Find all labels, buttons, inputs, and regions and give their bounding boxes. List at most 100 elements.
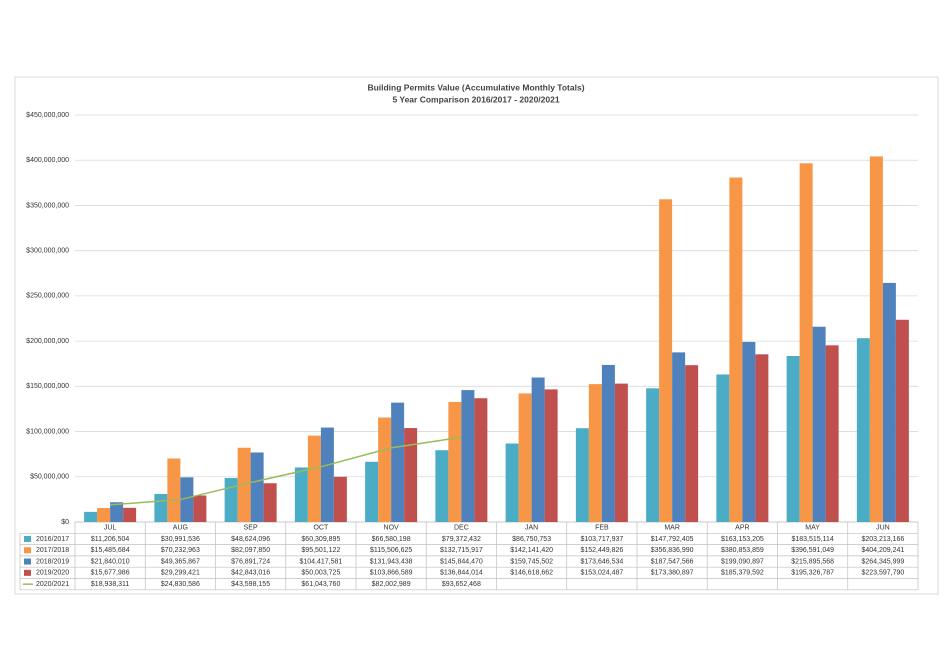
chart-subtitle: 5 Year Comparison 2016/2017 - 2020/2021 bbox=[392, 94, 559, 104]
bar bbox=[263, 483, 277, 522]
x-tick-label: SEP bbox=[244, 524, 258, 531]
bar bbox=[307, 435, 321, 522]
table-value: $159,745,502 bbox=[510, 558, 553, 565]
table-value: $136,844,014 bbox=[440, 570, 483, 577]
bar bbox=[97, 507, 111, 522]
table-value: $49,365,867 bbox=[161, 558, 200, 565]
y-tick-label: $100,000,000 bbox=[26, 428, 69, 435]
bar bbox=[716, 374, 730, 522]
legend-label: 2017/2018 bbox=[36, 547, 69, 554]
legend-label: 2018/2019 bbox=[36, 558, 69, 565]
legend-swatch bbox=[24, 547, 31, 554]
x-tick-label: JUN bbox=[876, 524, 890, 531]
table-value: $146,618,662 bbox=[510, 570, 553, 577]
bar bbox=[250, 452, 264, 522]
bar bbox=[812, 326, 826, 522]
x-tick-label: NOV bbox=[384, 524, 400, 531]
bar bbox=[518, 393, 532, 522]
bar bbox=[110, 502, 124, 522]
chart-title: Building Permits Value (Accumulative Mon… bbox=[367, 82, 584, 92]
table-value: $93,652,468 bbox=[442, 581, 481, 588]
bar bbox=[461, 390, 475, 522]
bar bbox=[448, 401, 462, 522]
table-value: $185,379,592 bbox=[721, 570, 764, 577]
bar bbox=[378, 417, 392, 522]
table-value: $187,547,566 bbox=[651, 558, 694, 565]
bar bbox=[505, 443, 519, 522]
bar bbox=[474, 398, 488, 522]
x-tick-label: DEC bbox=[454, 524, 469, 531]
table-value: $21,840,010 bbox=[91, 558, 130, 565]
table-value: $152,449,826 bbox=[580, 547, 623, 554]
bar bbox=[646, 388, 660, 522]
y-tick-label: $450,000,000 bbox=[26, 112, 69, 119]
bar bbox=[799, 163, 813, 523]
bar bbox=[685, 365, 699, 522]
bar bbox=[588, 384, 602, 522]
table-value: $153,024,487 bbox=[580, 570, 623, 577]
y-tick-label: $50,000,000 bbox=[30, 474, 69, 481]
bar bbox=[333, 476, 347, 522]
bar bbox=[404, 428, 418, 522]
table-value: $103,866,589 bbox=[370, 570, 413, 577]
bar bbox=[435, 450, 449, 522]
bar bbox=[123, 507, 137, 522]
legend-swatch bbox=[24, 569, 31, 576]
y-tick-label: $300,000,000 bbox=[26, 248, 69, 255]
table-value: $195,326,787 bbox=[791, 570, 834, 577]
bar bbox=[180, 477, 194, 522]
legend-swatch bbox=[24, 558, 31, 565]
bar bbox=[320, 427, 334, 522]
x-tick-label: JAN bbox=[525, 524, 538, 531]
bar bbox=[729, 177, 743, 522]
table-value: $103,717,937 bbox=[580, 536, 623, 543]
table-value: $82,002,989 bbox=[372, 581, 411, 588]
table-value: $86,750,753 bbox=[512, 536, 551, 543]
bar bbox=[365, 461, 379, 522]
table-value: $396,591,049 bbox=[791, 547, 834, 554]
table-value: $356,836,990 bbox=[651, 547, 694, 554]
table-value: $70,232,963 bbox=[161, 547, 200, 554]
table-value: $50,003,725 bbox=[301, 570, 340, 577]
table-value: $173,646,534 bbox=[580, 558, 623, 565]
table-value: $223,597,790 bbox=[861, 570, 904, 577]
table-value: $24,830,586 bbox=[161, 581, 200, 588]
bar bbox=[786, 356, 800, 522]
table-value: $60,309,895 bbox=[301, 536, 340, 543]
table-value: $82,097,850 bbox=[231, 547, 270, 554]
table-value: $66,580,198 bbox=[372, 536, 411, 543]
y-tick-label: $200,000,000 bbox=[26, 338, 69, 345]
bar bbox=[869, 156, 883, 522]
bar bbox=[167, 458, 181, 522]
bar bbox=[856, 338, 870, 522]
bar bbox=[531, 377, 545, 522]
table-value: $30,991,536 bbox=[161, 536, 200, 543]
bar bbox=[895, 319, 909, 522]
table-value: $199,090,897 bbox=[721, 558, 764, 565]
y-tick-label: $150,000,000 bbox=[26, 383, 69, 390]
table-value: $264,345,999 bbox=[861, 558, 904, 565]
table-value: $145,844,470 bbox=[440, 558, 483, 565]
bar bbox=[742, 341, 756, 522]
table-value: $95,501,122 bbox=[301, 547, 340, 554]
y-tick-label: $0 bbox=[61, 519, 69, 526]
line bbox=[110, 436, 462, 506]
table-value: $79,372,432 bbox=[442, 536, 481, 543]
table-value: $15,485,684 bbox=[91, 547, 130, 554]
x-tick-label: AUG bbox=[173, 524, 188, 531]
table-value: $76,891,724 bbox=[231, 558, 270, 565]
table-value: $183,515,114 bbox=[791, 536, 833, 543]
x-tick-label: JUL bbox=[104, 524, 117, 531]
table-value: $15,677,986 bbox=[91, 570, 130, 577]
bar bbox=[294, 467, 308, 522]
table-value: $147,792,405 bbox=[651, 536, 694, 543]
bar bbox=[825, 345, 839, 522]
legend-label: 2020/2021 bbox=[36, 581, 69, 588]
legend-swatch bbox=[24, 535, 31, 542]
bar bbox=[391, 402, 405, 522]
table-value: $43,598,155 bbox=[231, 581, 270, 588]
bar bbox=[224, 478, 238, 522]
y-tick-label: $250,000,000 bbox=[26, 293, 69, 300]
bar bbox=[193, 495, 207, 522]
bar bbox=[659, 199, 673, 522]
